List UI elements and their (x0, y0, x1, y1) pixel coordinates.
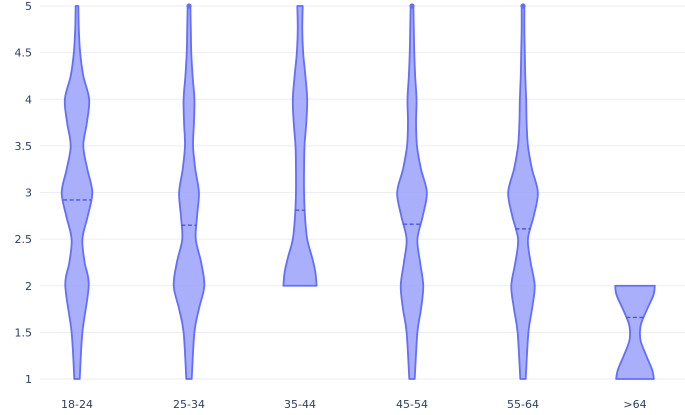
violin-64 (614, 284, 656, 380)
x-tick-label: 45-54 (396, 398, 428, 411)
x-tick-label: >64 (623, 398, 646, 411)
y-tick-label: 1.5 (15, 326, 33, 339)
x-tick-label: 35-44 (284, 398, 316, 411)
y-tick-label: 3 (25, 187, 32, 200)
x-axis-ticks: 18-24 25-34 35-44 45-54 55-64 >64 (61, 398, 647, 411)
y-tick-label: 2.5 (15, 233, 33, 246)
violin-body (60, 5, 94, 380)
y-tick-label: 5 (25, 0, 32, 13)
y-tick-label: 3.5 (15, 140, 33, 153)
outlier-point (409, 3, 415, 9)
y-tick-label: 4 (25, 93, 32, 106)
violin-body (172, 5, 206, 380)
violin-body (507, 5, 539, 380)
y-axis-ticks: 1 1.5 2 2.5 3 3.5 4 4.5 5 (15, 0, 33, 386)
y-tick-label: 2 (25, 280, 32, 293)
y-tick-label: 1 (25, 373, 32, 386)
violin-body (614, 284, 656, 380)
violin-45-54 (396, 3, 428, 380)
violin-body (282, 5, 318, 287)
violin-35-44 (282, 5, 318, 287)
y-tick-label: 4.5 (15, 47, 33, 60)
violin-body (396, 5, 428, 380)
violin-18-24 (60, 5, 94, 380)
violin-55-64 (507, 3, 539, 380)
violin-25-34 (172, 3, 206, 380)
x-tick-label: 25-34 (173, 398, 205, 411)
x-tick-label: 18-24 (61, 398, 93, 411)
x-tick-label: 55-64 (507, 398, 539, 411)
outlier-point (520, 3, 526, 9)
violins-layer (60, 3, 656, 380)
outlier-point (186, 3, 192, 9)
grid-layer (40, 5, 685, 380)
